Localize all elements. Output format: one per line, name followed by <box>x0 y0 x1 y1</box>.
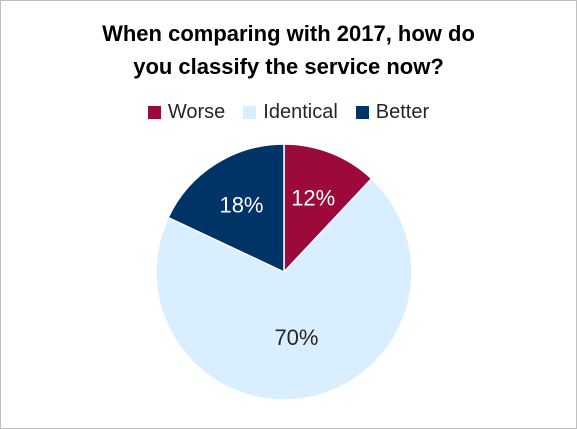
legend-label-better: Better <box>375 101 430 123</box>
chart-title-line-1: When comparing with 2017, how do <box>102 21 475 46</box>
data-label-identical: 70% <box>274 325 318 350</box>
data-label-worse: 12% <box>291 186 335 211</box>
pie-slice-identical <box>155 177 413 401</box>
legend-swatch-identical <box>243 106 257 119</box>
legend-label-worse: Worse <box>167 101 226 123</box>
pie-slice-better <box>167 143 285 274</box>
legend-item-worse: Worse <box>147 101 226 124</box>
legend-label-identical: Identical <box>263 101 338 123</box>
pie-slice-worse <box>283 143 373 274</box>
data-label-better: 18% <box>219 192 263 217</box>
chart-legend: Worse Identical Better <box>1 101 576 124</box>
legend-swatch-better <box>355 106 369 119</box>
legend-swatch-worse <box>147 106 161 119</box>
chart-title: When comparing with 2017, how do you cla… <box>1 17 576 83</box>
legend-item-identical: Identical <box>243 101 338 124</box>
chart-title-line-2: you classify the service now? <box>133 54 444 79</box>
legend-item-better: Better <box>355 101 430 124</box>
